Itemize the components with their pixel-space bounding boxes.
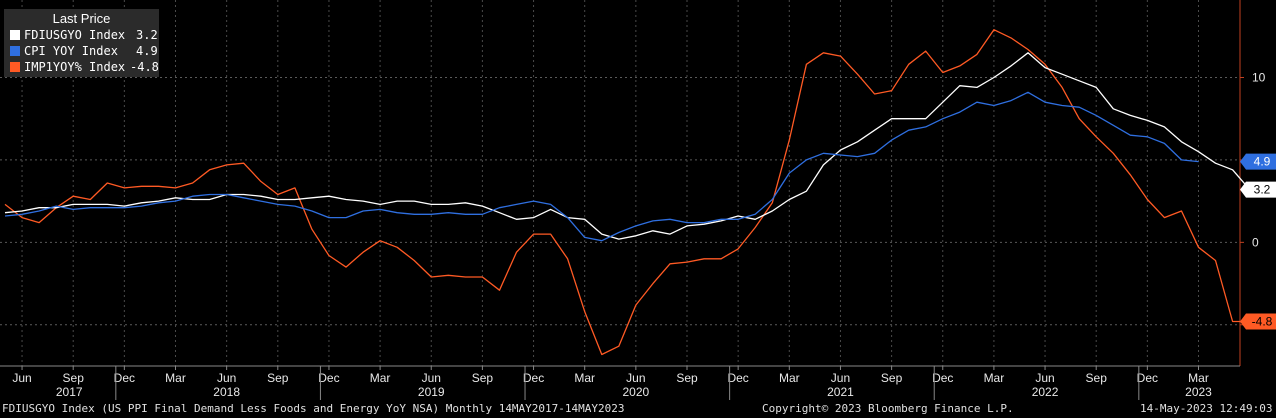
legend-value: -4.8	[130, 60, 159, 74]
series-line	[4, 52, 1267, 240]
chart-footer: FDIUSGYO Index (US PPI Final Demand Less…	[0, 400, 1276, 418]
last-value-label: 3.2	[1254, 183, 1271, 197]
x-tick-label: Sep	[881, 371, 903, 385]
last-value-tag	[1240, 181, 1276, 198]
legend-label: CPI YOY Index	[24, 44, 118, 58]
footer-description: FDIUSGYO Index (US PPI Final Demand Less…	[2, 402, 625, 415]
x-tick-label: Dec	[932, 371, 953, 385]
x-tick-label: Sep	[472, 371, 494, 385]
x-year-label: 2019	[418, 385, 445, 399]
series-line	[4, 91, 1199, 242]
y-tick-label: 0	[1252, 235, 1259, 249]
legend-value: 4.9	[136, 44, 158, 58]
legend-entry-cpi: CPI YOY Index 4.9	[10, 43, 158, 59]
x-tick-label: Dec	[1137, 371, 1158, 385]
x-tick-label: Dec	[727, 371, 748, 385]
legend-label: FDIUSGYO Index	[24, 28, 126, 42]
x-tick-label: Jun	[831, 371, 850, 385]
last-value-tag	[1240, 153, 1276, 170]
x-tick-label: Mar	[165, 371, 186, 385]
last-value-label: -4.8	[1252, 314, 1273, 328]
x-tick-label: Jun	[12, 371, 31, 385]
x-year-label: 2023	[1185, 385, 1212, 399]
x-year-label: 2018	[213, 385, 240, 399]
x-year-label: 2022	[1032, 385, 1059, 399]
x-year-label: 2020	[622, 385, 649, 399]
legend-label: IMP1YOY% Index	[24, 60, 126, 74]
line-chart: 10 0 Jun Sep Dec Mar Jun Sep Dec Mar Jun Sep Dec Mar J…	[0, 0, 1276, 400]
last-value-label: 4.9	[1254, 155, 1271, 169]
legend-entry-imp1yoy: IMP1YOY% Index -4.8	[10, 59, 159, 75]
series-line	[4, 29, 1250, 356]
legend-entry-fdiusgyo: FDIUSGYO Index 3.2	[10, 27, 158, 43]
legend-swatch	[10, 30, 20, 40]
footer-timestamp: 14-May-2023 12:49:03	[1140, 402, 1273, 415]
y-tick-label: 10	[1252, 70, 1266, 84]
chart-legend: Last Price FDIUSGYO Index 3.2 CPI YOY In…	[4, 9, 159, 77]
legend-value: 3.2	[136, 28, 158, 42]
x-tick-label: Jun	[626, 371, 645, 385]
x-tick-label: Sep	[676, 371, 698, 385]
x-tick-label: Dec	[114, 371, 135, 385]
x-tick-label: Mar	[779, 371, 800, 385]
x-tick-label: Mar	[370, 371, 391, 385]
x-tick-label: Sep	[1086, 371, 1108, 385]
x-tick-label: Dec	[318, 371, 339, 385]
x-tick-label: Sep	[267, 371, 289, 385]
x-tick-label: Mar	[1188, 371, 1209, 385]
footer-copyright: Copyright© 2023 Bloomberg Finance L.P.	[762, 402, 1014, 415]
last-value-tag	[1240, 313, 1276, 330]
x-tick-label: Sep	[63, 371, 85, 385]
x-tick-label: Jun	[217, 371, 236, 385]
x-year-label: 2017	[56, 385, 83, 399]
legend-swatch	[10, 46, 20, 56]
legend-swatch	[10, 62, 20, 72]
x-year-label: 2021	[827, 385, 854, 399]
x-tick-label: Mar	[574, 371, 595, 385]
x-tick-label: Jun	[422, 371, 441, 385]
x-tick-label: Dec	[523, 371, 544, 385]
x-tick-label: Jun	[1035, 371, 1054, 385]
legend-title: Last Price	[52, 11, 111, 26]
x-tick-label: Mar	[984, 371, 1005, 385]
